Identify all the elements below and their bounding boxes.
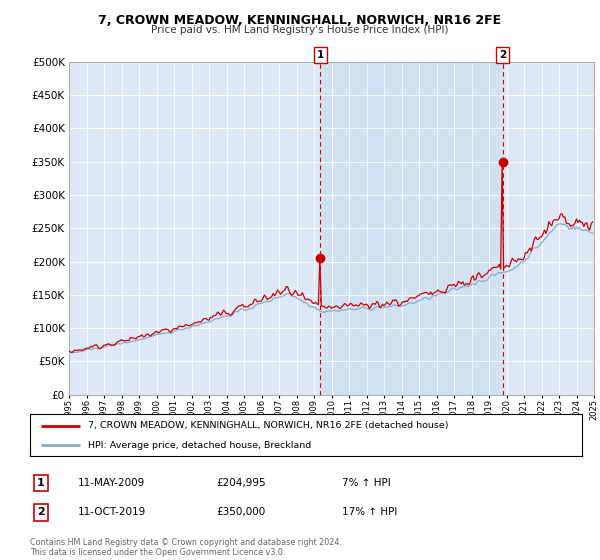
Text: HPI: Average price, detached house, Breckland: HPI: Average price, detached house, Brec…	[88, 441, 311, 450]
Text: 2: 2	[37, 507, 44, 517]
Text: Contains HM Land Registry data © Crown copyright and database right 2024.
This d: Contains HM Land Registry data © Crown c…	[30, 538, 342, 557]
Text: 11-MAY-2009: 11-MAY-2009	[78, 478, 145, 488]
Text: 7, CROWN MEADOW, KENNINGHALL, NORWICH, NR16 2FE: 7, CROWN MEADOW, KENNINGHALL, NORWICH, N…	[98, 14, 502, 27]
Text: 17% ↑ HPI: 17% ↑ HPI	[342, 507, 397, 517]
Text: Price paid vs. HM Land Registry's House Price Index (HPI): Price paid vs. HM Land Registry's House …	[151, 25, 449, 35]
Bar	[320, 62, 503, 395]
Text: 2: 2	[499, 50, 506, 60]
Text: 7% ↑ HPI: 7% ↑ HPI	[342, 478, 391, 488]
Text: £204,995: £204,995	[216, 478, 266, 488]
Text: 11-OCT-2019: 11-OCT-2019	[78, 507, 146, 517]
Text: 1: 1	[37, 478, 44, 488]
Text: 1: 1	[317, 50, 324, 60]
Text: £350,000: £350,000	[216, 507, 265, 517]
Text: 7, CROWN MEADOW, KENNINGHALL, NORWICH, NR16 2FE (detached house): 7, CROWN MEADOW, KENNINGHALL, NORWICH, N…	[88, 421, 448, 430]
